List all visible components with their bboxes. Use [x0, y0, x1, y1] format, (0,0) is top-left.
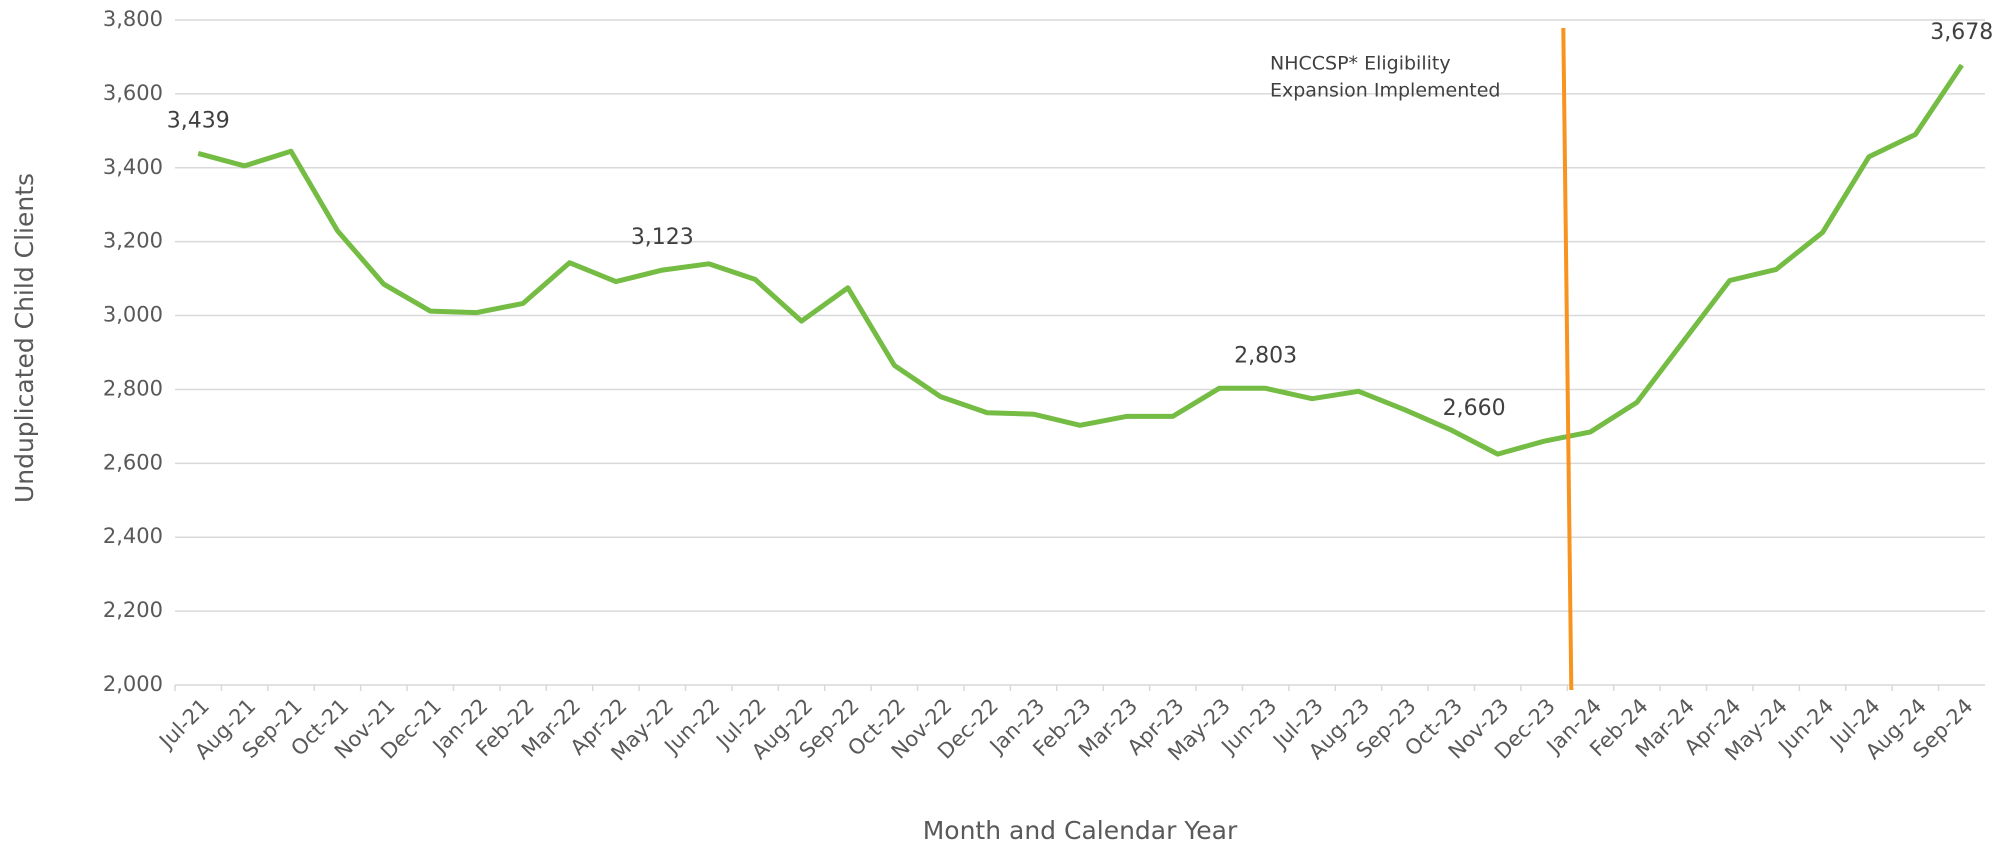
y-tick-label: 3,000 — [103, 303, 163, 327]
y-tick-label: 2,600 — [103, 450, 163, 474]
data-label: 2,803 — [1234, 343, 1297, 368]
annotation-text: NHCCSP* Eligibility — [1270, 53, 1451, 75]
annotation-line — [1561, 27, 1574, 691]
y-tick-label: 3,200 — [103, 229, 163, 253]
data-label: 3,678 — [1930, 20, 1993, 45]
y-tick-label: 2,000 — [103, 672, 163, 696]
data-label: 2,660 — [1443, 396, 1506, 421]
annotation-text: Expansion Implemented — [1270, 80, 1500, 102]
y-tick-label: 2,200 — [103, 598, 163, 622]
y-tick-label: 2,400 — [103, 524, 163, 548]
y-tick-label: 3,600 — [103, 81, 163, 105]
data-line — [197, 63, 1964, 457]
data-label: 3,439 — [167, 108, 230, 133]
y-tick-label: 3,800 — [103, 7, 163, 31]
data-label: 3,123 — [631, 225, 694, 250]
x-axis-title: Month and Calendar Year — [923, 816, 1238, 845]
y-tick-label: 3,400 — [103, 155, 163, 179]
y-axis-title: Unduplicated Child Clients — [10, 173, 39, 503]
y-tick-label: 2,800 — [103, 376, 163, 400]
